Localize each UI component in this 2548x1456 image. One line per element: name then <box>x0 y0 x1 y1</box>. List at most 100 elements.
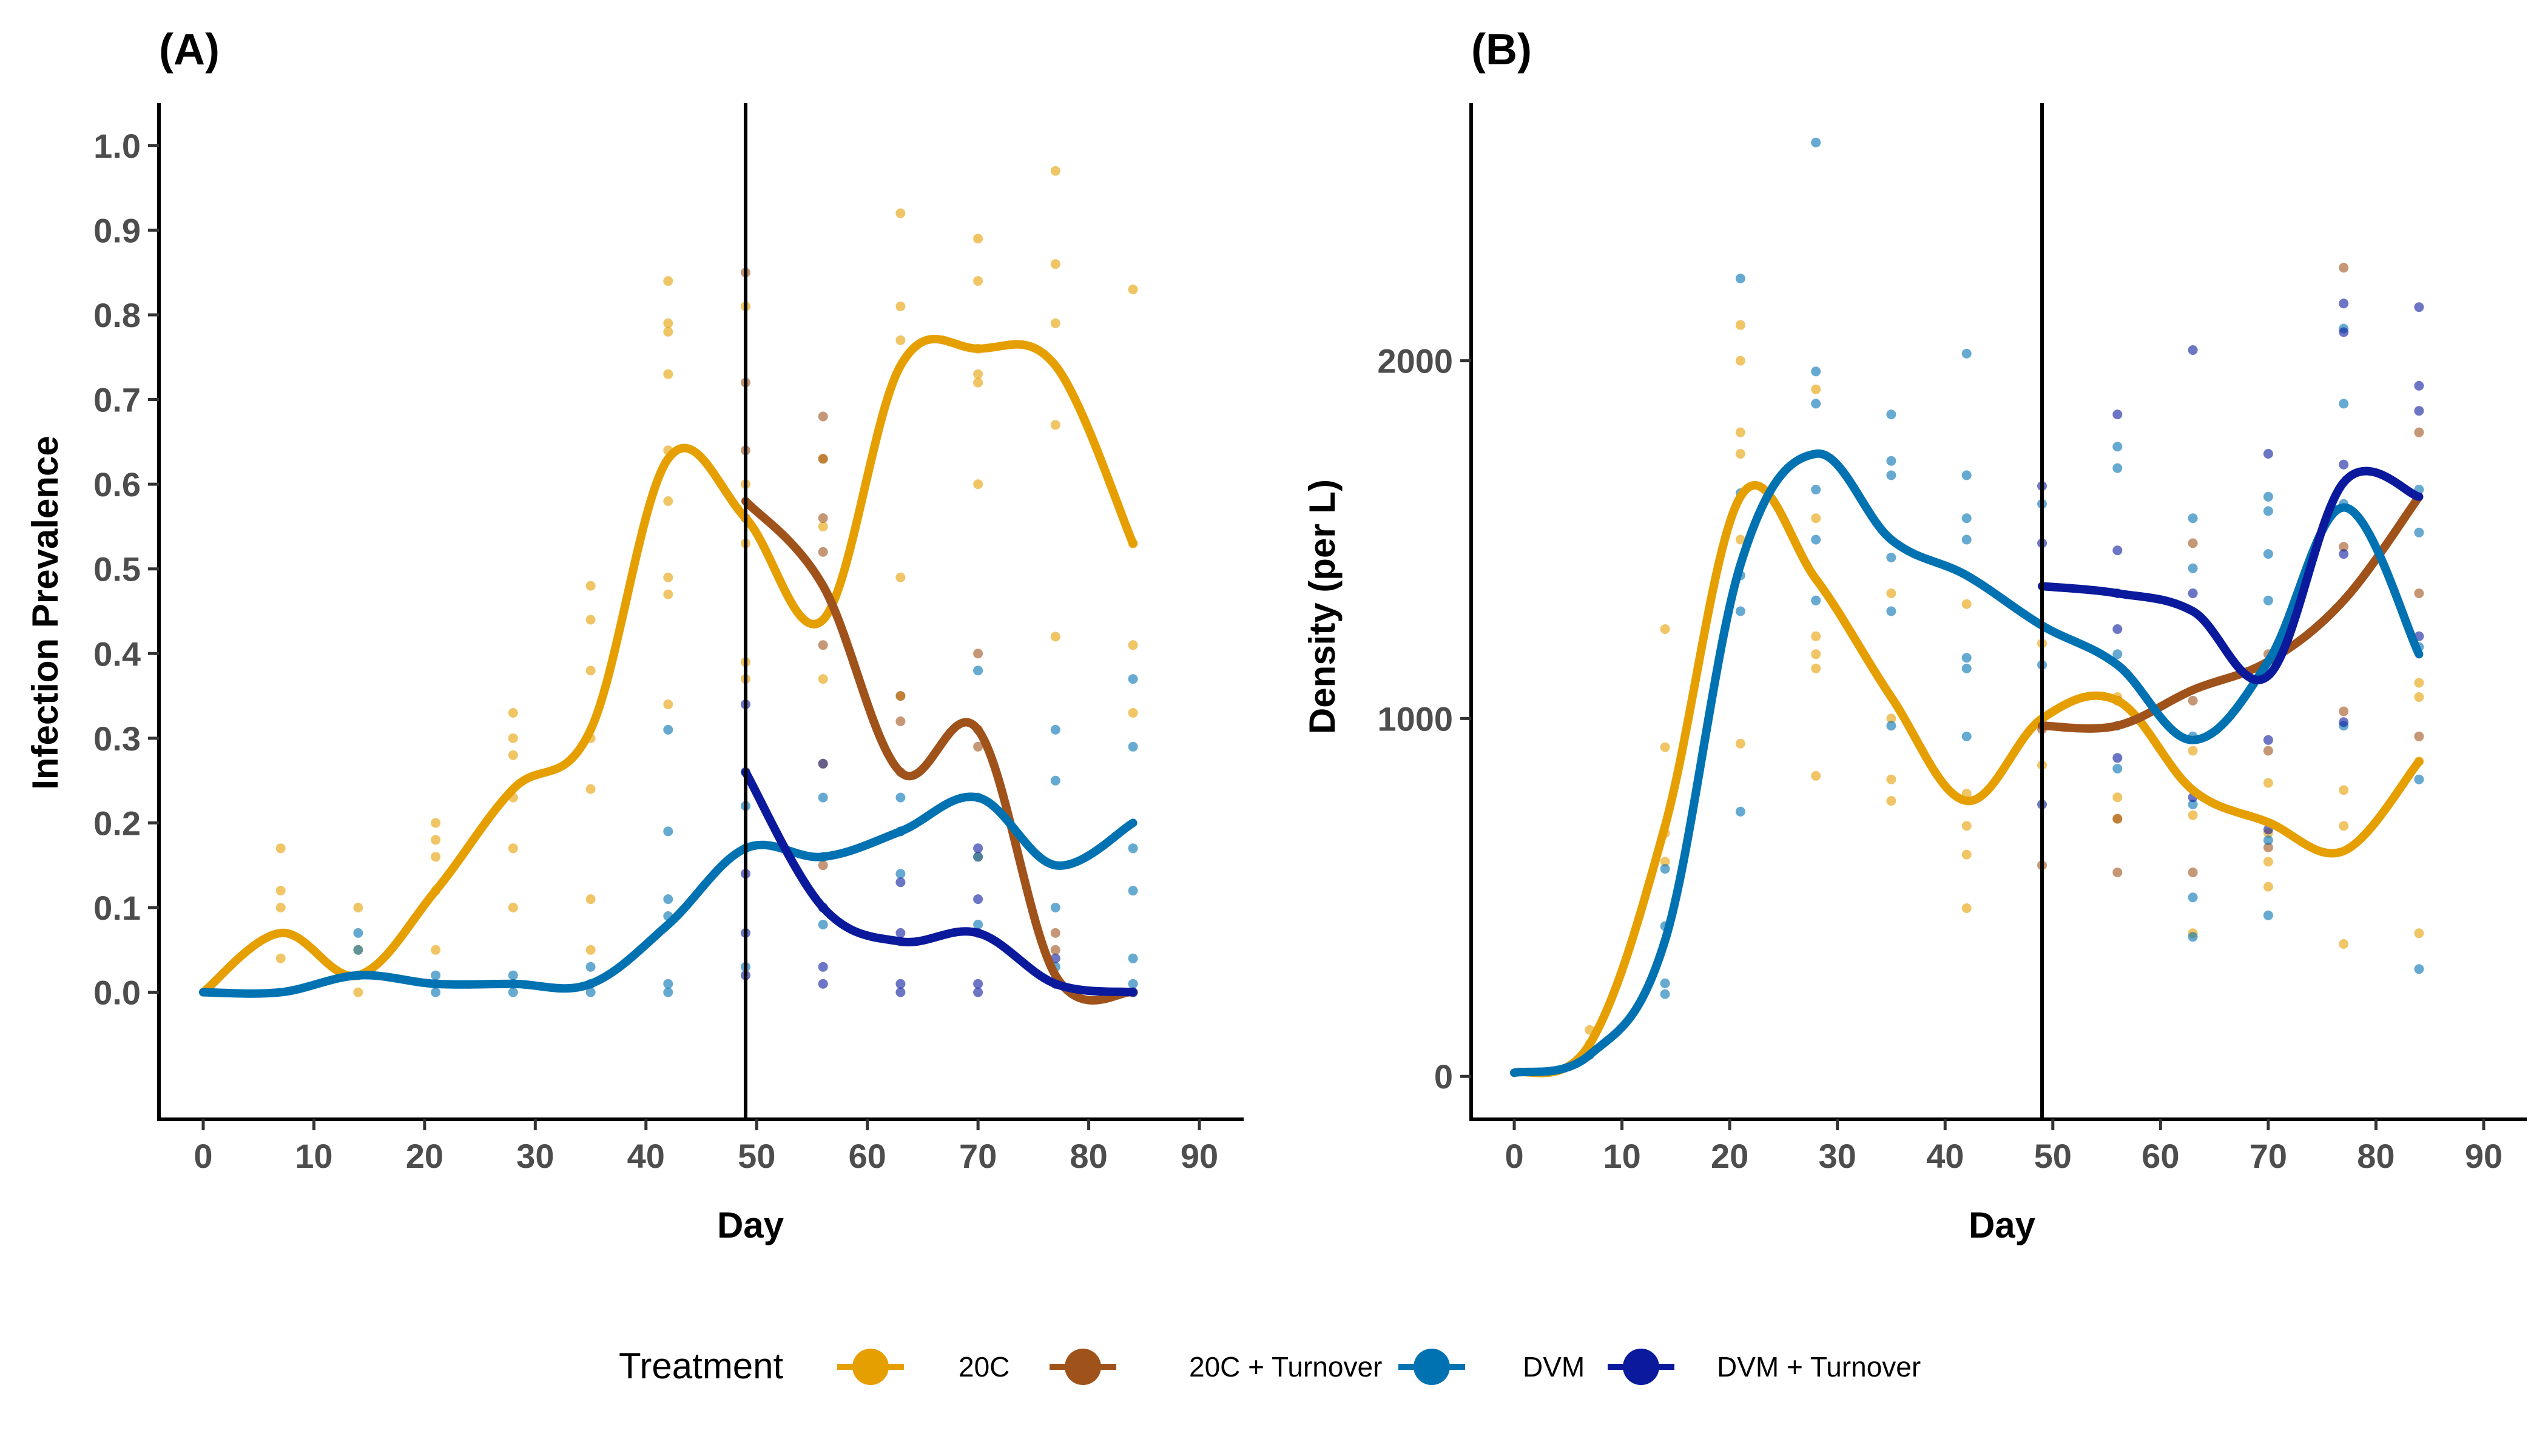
panel-a-x-tick-label: 70 <box>959 1137 997 1175</box>
panel-a-x-tick-label: 20 <box>406 1137 443 1175</box>
panel-b-point-dvm <box>1961 470 1972 480</box>
panel-b-point-20c <box>1811 631 1821 641</box>
panel-a-point-20c <box>895 302 906 311</box>
panel-b-point-dvm <box>1961 534 1972 545</box>
legend-key-point <box>1065 1349 1101 1385</box>
panel-a-point-dvm <box>663 894 673 905</box>
panel-b-point-20c <box>2188 746 2198 756</box>
panel-a-point-20c <box>431 945 441 955</box>
panel-a-point-dvm <box>1050 775 1060 786</box>
panel-b-point-dvm <box>1660 978 1670 988</box>
panel-a-point-dvm-plus-turnover <box>973 987 983 997</box>
panel-a-point-dvm <box>353 928 363 938</box>
panel-b-x-tick-label: 70 <box>2250 1137 2287 1175</box>
panel-a-point-20c <box>663 326 673 337</box>
panel-b-point-dvm-plus-turnover <box>2263 449 2273 459</box>
panel-b-point-20c <box>1961 849 1972 860</box>
panel-b-point-dvm <box>1660 864 1670 874</box>
panel-a-point-20c <box>585 894 596 905</box>
panel-a-point-dvm <box>1128 886 1138 896</box>
panel-b-point-20c <box>1735 356 1745 366</box>
panel-a-point-20c-plus-turnover <box>895 716 906 726</box>
panel-b-point-20c <box>1961 599 1972 609</box>
panel-a-point-20c <box>585 615 596 625</box>
panel-a-point-20c <box>353 987 363 997</box>
panel-a-points-layer <box>275 166 1138 997</box>
panel-a-point-20c <box>895 335 906 345</box>
panel-a-point-20c <box>1050 420 1060 430</box>
panel-b-point-dvm <box>1961 731 1972 741</box>
panel-a-point-20c <box>431 835 441 845</box>
panel-a-point-20c <box>1050 259 1060 269</box>
legend-key-point <box>852 1349 889 1385</box>
panel-b-point-dvm-plus-turnover <box>2112 545 2123 556</box>
panel-a-point-20c <box>508 903 518 912</box>
panel-a-y-tick-label: 0.9 <box>93 211 141 249</box>
panel-b-point-dvm-plus-turnover <box>2339 459 2349 470</box>
panel-b-point-20c <box>1811 663 1821 673</box>
panel-b-point-dvm <box>1961 653 1972 663</box>
panel-a-x-tick-label: 50 <box>738 1137 775 1175</box>
panel-a-axes-layer: 0 10 20 30 40 50 60 70 80 90 0.0 0.1 0.2 0.3 0.4 0.5 0.6… <box>93 103 1244 1175</box>
panel-a-point-20c <box>1050 318 1060 328</box>
panel-a-point-dvm <box>1128 843 1138 854</box>
panel-b-point-20c <box>2263 881 2273 892</box>
panel-a-point-20c <box>1050 166 1060 176</box>
panel-a-y-tick-label: 0.5 <box>93 550 141 588</box>
panel-b-point-dvm <box>1811 595 1821 605</box>
panel-a-point-dvm-plus-turnover <box>895 979 906 989</box>
panel-b-point-dvm <box>2188 892 2198 903</box>
panel-a-point-20c-plus-turnover <box>818 860 828 871</box>
legend-key-point <box>1623 1349 1659 1385</box>
legend-label: DVM <box>1523 1351 1585 1383</box>
panel-b-x-tick-label: 60 <box>2142 1137 2179 1175</box>
panel-b-point-20c <box>1660 742 1670 752</box>
panel-b-point-dvm-plus-turnover <box>2188 588 2198 598</box>
panel-b-x-tick-label: 40 <box>1926 1137 1964 1175</box>
legend-key-point <box>1414 1349 1450 1385</box>
legend-entry-20c: 20C <box>837 1349 1009 1385</box>
panel-b-point-20c <box>1811 513 1821 524</box>
panel-b-point-dvm-plus-turnover <box>2112 410 2123 420</box>
panel-a-x-tick-label: 0 <box>194 1137 212 1175</box>
panel-a-point-20c <box>973 369 983 379</box>
panel-b-point-20c <box>1811 384 1821 394</box>
panel-a-point-20c-plus-turnover <box>818 547 828 557</box>
panel-b-point-20c-plus-turnover <box>2112 814 2123 824</box>
panel-a: (A) 0 10 20 30 40 50 60 70 80 90 0.0 0.1 0.2 0.3 0.4 0.… <box>25 25 1244 1245</box>
panel-a-point-20c <box>663 276 673 286</box>
panel-b-point-dvm <box>2263 491 2273 502</box>
panel-a-point-dvm <box>663 979 673 989</box>
panel-b-point-dvm-plus-turnover <box>2188 345 2198 355</box>
panel-b-point-20c-plus-turnover <box>2339 542 2349 552</box>
panel-a-point-20c <box>895 572 906 582</box>
panel-a-point-20c <box>973 479 983 490</box>
panel-b-point-dvm <box>2414 774 2424 784</box>
panel-a-point-20c-plus-turnover <box>818 640 828 650</box>
panel-b-point-20c-plus-turnover <box>2339 706 2349 716</box>
panel-b-point-dvm-plus-turnover <box>2263 735 2273 745</box>
panel-b-point-20c <box>1961 821 1972 831</box>
panel-a-point-dvm-plus-turnover <box>895 877 906 888</box>
panel-a-point-dvm <box>663 987 673 997</box>
panel-b-point-dvm <box>1811 534 1821 545</box>
panel-a-point-dvm <box>1128 674 1138 684</box>
panel-b-point-dvm <box>1886 410 1896 420</box>
panel-a-point-dvm <box>508 970 518 980</box>
panel-b-x-tick-label: 30 <box>1819 1137 1856 1175</box>
panel-a-point-20c-plus-turnover <box>818 513 828 523</box>
panel-a-point-20c <box>1050 632 1060 642</box>
panel-b-point-20c <box>1811 649 1821 659</box>
panel-b-point-20c-plus-turnover <box>2339 263 2349 273</box>
panel-a-y-tick-label: 0.0 <box>93 974 141 1012</box>
panel-a-x-tick-label: 60 <box>849 1137 886 1175</box>
panel-b-point-dvm <box>2112 764 2123 774</box>
panel-b-point-20c-plus-turnover <box>2188 538 2198 548</box>
panel-a-point-dvm-plus-turnover <box>818 979 828 989</box>
panel-b-point-20c <box>1811 770 1821 781</box>
panel-b-y-tick-label: 1000 <box>1377 699 1453 738</box>
panel-b-point-20c <box>2263 778 2273 788</box>
panel-b-x-tick-label: 10 <box>1603 1137 1640 1175</box>
panel-a-point-dvm <box>1128 741 1138 752</box>
